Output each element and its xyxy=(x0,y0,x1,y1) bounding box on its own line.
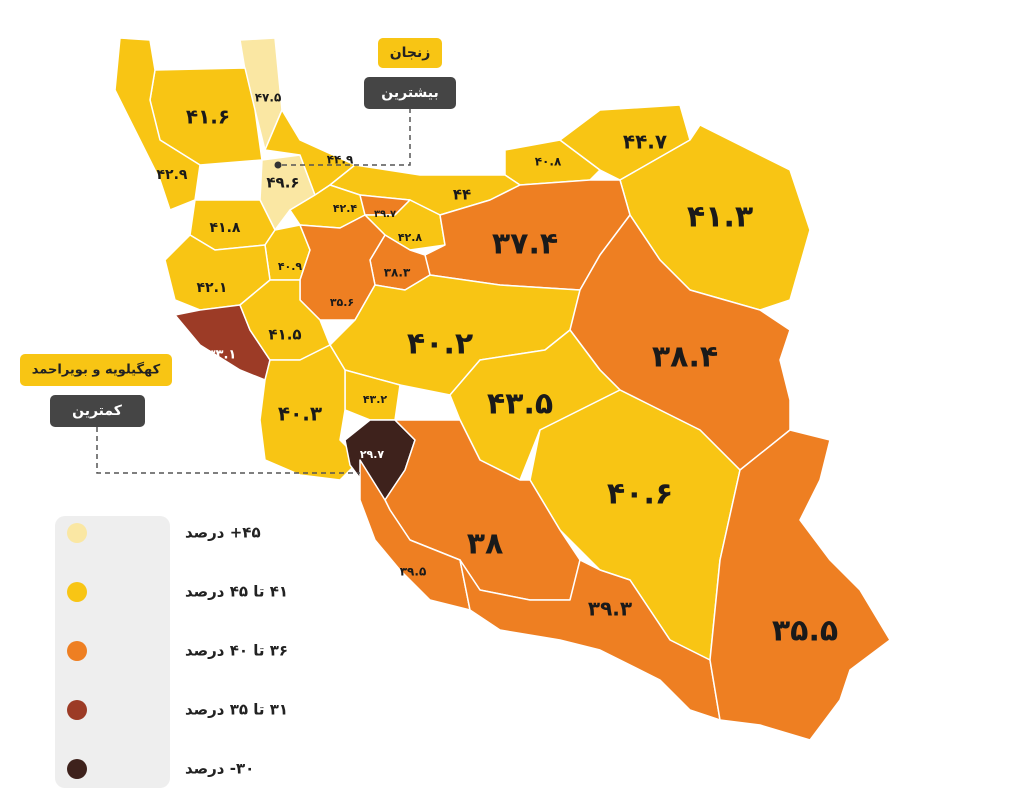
legend-label: ۳۰- درصد xyxy=(185,760,254,778)
province-value: ۴۴.۹ xyxy=(327,153,354,167)
callout-caption: کمترین xyxy=(72,403,123,419)
callout-title: زنجان xyxy=(390,45,431,61)
callout-caption-box xyxy=(364,77,456,109)
legend-label: ۴۵+ درصد xyxy=(185,524,261,542)
province-value: ۳۸.۴ xyxy=(652,340,718,375)
province-value: ۳۹.۵ xyxy=(400,565,427,579)
callout-line xyxy=(278,108,411,166)
legend-swatch xyxy=(67,582,87,602)
callout-title-box xyxy=(378,38,442,68)
province-value: ۴۴ xyxy=(453,186,471,204)
province-value: ۳۸.۳ xyxy=(384,266,411,280)
province-value: ۴۰.۶ xyxy=(607,477,673,512)
legend-label: ۴۱ تا ۴۵ درصد xyxy=(185,583,288,601)
province-value: ۴۷.۵ xyxy=(255,91,282,105)
legend-label: ۳۱ تا ۳۵ درصد xyxy=(185,701,288,719)
province-value: ۴۳.۲ xyxy=(363,393,388,406)
province-value: ۳۹.۷ xyxy=(374,209,396,220)
province-value: ۴۳.۵ xyxy=(487,387,553,422)
callout-dot xyxy=(274,161,282,169)
callout-title-box xyxy=(20,354,172,386)
province-value: ۴۲.۸ xyxy=(398,231,423,244)
province-value: ۳۸ xyxy=(467,527,504,562)
province-value: ۴۱.۸ xyxy=(210,220,241,236)
province-value: ۴۱.۵ xyxy=(268,326,301,344)
province-value: ۲۹.۷ xyxy=(360,448,385,461)
province-value: ۴۲.۹ xyxy=(157,167,188,183)
province-value: ۴۲.۱ xyxy=(197,280,228,296)
province-value: ۳۹.۳ xyxy=(588,597,632,621)
province-value: ۴۹.۶ xyxy=(266,174,299,192)
province xyxy=(239,279,331,361)
legend-swatch xyxy=(67,523,87,543)
callout-caption: بیشترین xyxy=(381,85,439,101)
legend-swatch xyxy=(67,759,87,779)
province xyxy=(114,37,201,211)
legend-label: ۳۶ تا ۴۰ درصد xyxy=(185,642,288,660)
legend-box xyxy=(55,516,170,788)
province xyxy=(459,559,721,721)
provinces xyxy=(114,37,891,741)
callout-line xyxy=(96,427,360,474)
province-value: ۴۰.۸ xyxy=(535,155,562,169)
province-labels: ۴۷.۵ ۴۱.۶ ۴۲.۹ ۴۹.۶ ۴۴.۹ ۴۰.۸ ۴۴.۷ ۴۱.۳ ۴۴ ۴۲.۴ ۳۹… xyxy=(157,91,839,649)
legend: ۴۵+ درصد ۴۱ تا ۴۵ درصد ۳۶ تا ۴۰ درصد ۳۱ تا … xyxy=(67,523,288,779)
province-value: ۴۰.۲ xyxy=(407,327,473,362)
province-value: ۴۲.۴ xyxy=(333,202,358,215)
callout-title: کهگیلویه و بویراحمد xyxy=(32,362,161,378)
province-value: ۳۳.۱ xyxy=(208,348,237,363)
callout-caption-box xyxy=(50,395,145,427)
province-value: ۴۰.۹ xyxy=(278,260,303,273)
province-value: ۳۵.۵ xyxy=(772,614,838,649)
legend-swatch xyxy=(67,641,87,661)
province-value: ۴۱.۶ xyxy=(186,105,230,129)
province-value: ۴۰.۳ xyxy=(278,402,322,426)
legend-swatch xyxy=(67,700,87,720)
province-value: ۳۷.۴ xyxy=(492,227,558,262)
province-value: ۳۵.۶ xyxy=(330,296,354,309)
province xyxy=(709,429,891,741)
province-value: ۴۴.۷ xyxy=(623,130,667,154)
province-value: ۴۱.۳ xyxy=(687,200,753,235)
